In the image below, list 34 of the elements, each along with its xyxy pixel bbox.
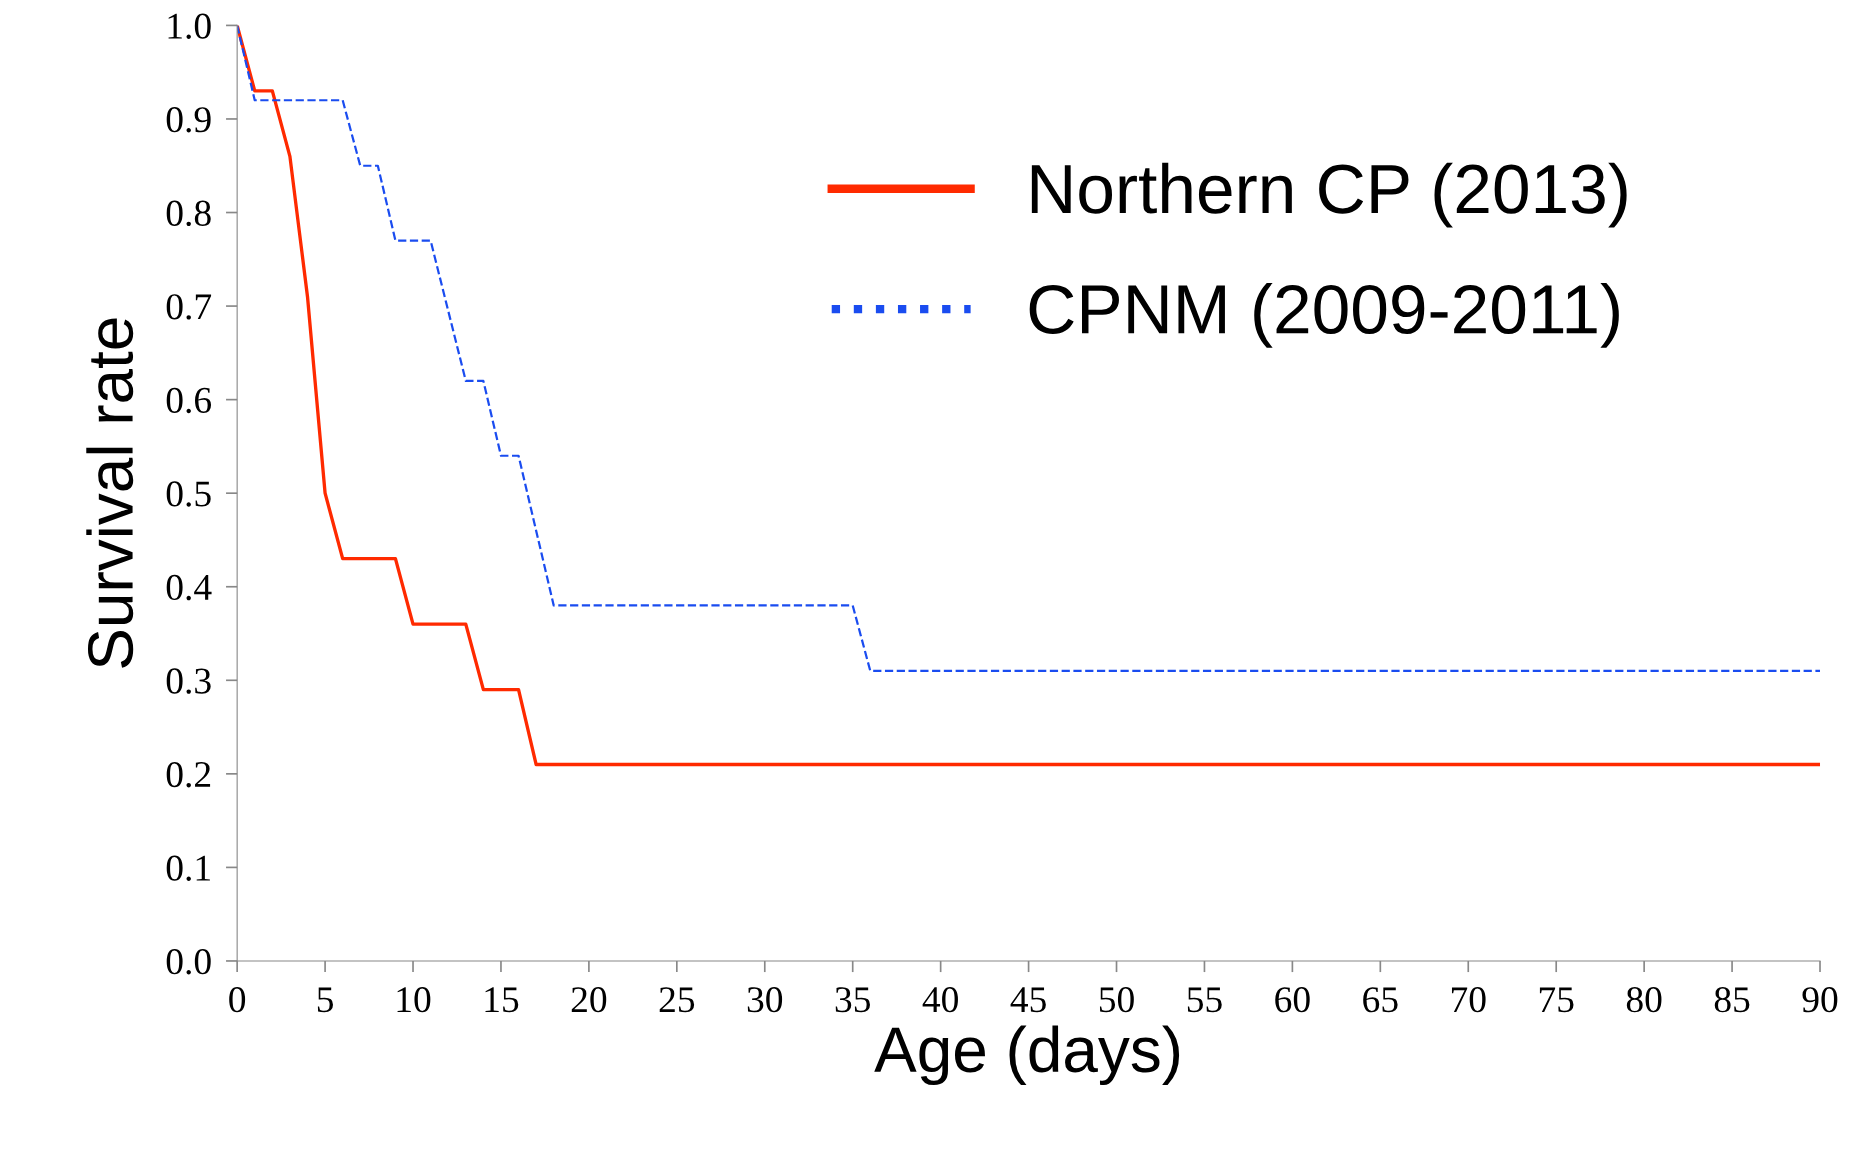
x-tick-label: 65	[1363, 987, 1398, 1013]
x-tick-label: 75	[1539, 987, 1574, 1013]
x-tick-label: 60	[1275, 987, 1310, 1013]
y-tick-label: 0.7	[166, 294, 212, 320]
y-axis-title: Survival rate	[86, 318, 134, 668]
y-tick-label: 0.6	[166, 387, 212, 414]
y-tick-label: 0.9	[166, 107, 211, 133]
x-tick-label: 50	[1099, 987, 1134, 1013]
y-tick-label: 0.2	[166, 761, 211, 788]
x-tick-label: 45	[1010, 987, 1046, 1013]
x-tick-label: 90	[1802, 987, 1838, 1013]
legend-label: CPNM (2009-2011)	[1029, 283, 1619, 348]
x-tick-label: 30	[747, 987, 783, 1013]
x-tick-label: 70	[1451, 987, 1486, 1013]
x-axis-title: Age (days)	[874, 1025, 1180, 1086]
x-tick-label: 20	[571, 987, 607, 1013]
x-tick-label: 35	[835, 987, 870, 1013]
y-tick-label: 0.8	[166, 200, 211, 227]
legend-label: Northern CP (2013)	[1031, 162, 1627, 228]
y-tick-label: 0.4	[166, 574, 212, 601]
y-tick-label: 0.0	[166, 949, 211, 975]
x-tick-label: 15	[485, 987, 519, 1013]
y-tick-label: 0.1	[166, 855, 210, 881]
x-tick-label: 40	[922, 987, 958, 1013]
x-tick-label: 25	[659, 987, 695, 1013]
x-tick-label: 80	[1626, 987, 1662, 1013]
y-tick-label: 0.5	[166, 481, 211, 507]
x-tick-label: 55	[1187, 987, 1222, 1013]
x-tick-label: 5	[317, 987, 333, 1013]
x-tick-label: 0	[229, 987, 246, 1013]
y-tick-label: 1.0	[168, 13, 211, 39]
x-tick-label: 85	[1714, 987, 1750, 1013]
x-tick-label: 10	[397, 987, 431, 1013]
y-tick-label: 0.3	[166, 668, 211, 694]
